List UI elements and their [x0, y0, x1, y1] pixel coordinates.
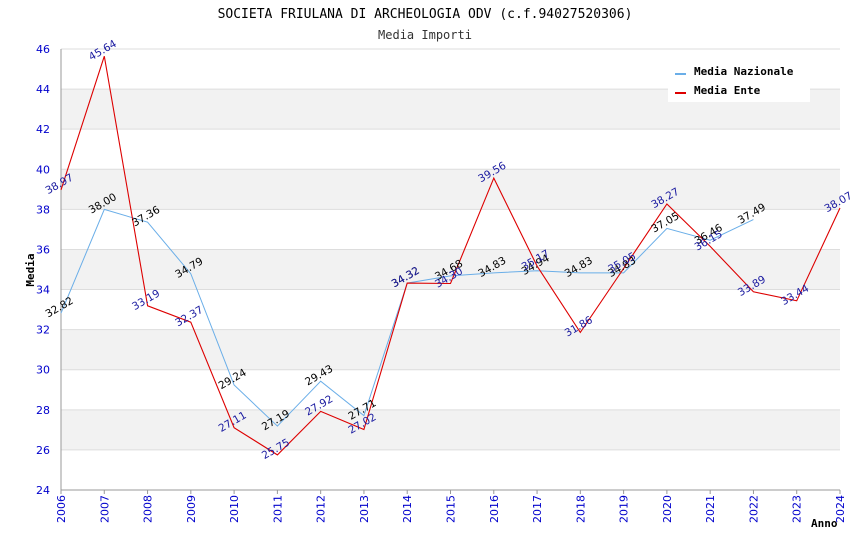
grid-band: [61, 329, 840, 370]
y-tick-label: 30: [36, 364, 50, 377]
x-tick-label: 2016: [488, 495, 501, 523]
x-tick-label: 2014: [401, 495, 414, 523]
data-label: 32.37: [173, 304, 205, 329]
chart-subtitle: Media Importi: [378, 28, 472, 42]
series-line-media-nazionale: [60, 208, 754, 427]
series-line-media-ente: [60, 56, 841, 456]
y-tick-label: 44: [36, 83, 50, 96]
x-tick-label: 2019: [618, 495, 631, 523]
x-tick-label: 2017: [531, 495, 544, 523]
legend: Media Nazionale Media Ente: [668, 58, 810, 102]
x-tick-label: 2018: [574, 495, 587, 523]
data-label: 32.82: [43, 295, 75, 320]
x-tick-labels: 2006 2007 2008 2009 2010 2011 2012 2013 2014 2015…: [55, 495, 847, 523]
legend-label-media-ente: Media Ente: [694, 84, 761, 97]
axes: [60, 49, 841, 494]
y-tick-label: 40: [36, 163, 50, 176]
grid-band: [61, 169, 840, 210]
y-tick-label: 38: [36, 203, 50, 216]
y-tick-label: 28: [36, 404, 50, 417]
x-tick-label: 2008: [142, 495, 155, 523]
x-tick-label: 2023: [791, 495, 804, 523]
grid-band: [61, 409, 840, 450]
y-tick-label: 34: [36, 284, 50, 297]
y-tick-label: 46: [36, 43, 50, 56]
y-tick-label: 42: [36, 123, 50, 136]
x-tick-label: 2015: [445, 495, 458, 523]
x-tick-label: 2020: [661, 495, 674, 523]
data-label: 29.24: [217, 367, 249, 393]
x-tick-label: 2022: [747, 495, 760, 523]
series-lines: [60, 56, 841, 456]
x-tick-label: 2021: [704, 495, 717, 523]
x-tick-label: 2010: [228, 495, 241, 523]
x-tick-label: 2024: [834, 495, 847, 523]
y-tick-label: 36: [36, 243, 50, 256]
plot-background-bands: [61, 89, 840, 450]
x-axis-label: Anno: [811, 517, 838, 530]
y-tick-label: 32: [36, 324, 50, 337]
legend-label-media-nazionale: Media Nazionale: [694, 65, 794, 78]
x-tick-label: 2012: [315, 495, 328, 523]
x-tick-label: 2013: [358, 495, 371, 523]
y-tick-label: 24: [36, 484, 50, 497]
data-label: 37.05: [649, 210, 681, 235]
grid-lines: [61, 48, 840, 491]
x-tick-label: 2011: [271, 495, 284, 523]
y-axis-label: Media: [24, 253, 37, 286]
x-tick-label: 2007: [98, 495, 111, 523]
x-tick-label: 2006: [55, 495, 68, 523]
x-tick-label: 2009: [185, 495, 198, 523]
y-tick-labels: 24 26 28 30 32 34 36 38 40 42 44 46: [36, 43, 50, 497]
chart-title: SOCIETA FRIULANA DI ARCHEOLOGIA ODV (c.f…: [218, 7, 633, 22]
legend-box: [668, 58, 810, 102]
y-tick-label: 26: [36, 444, 50, 457]
